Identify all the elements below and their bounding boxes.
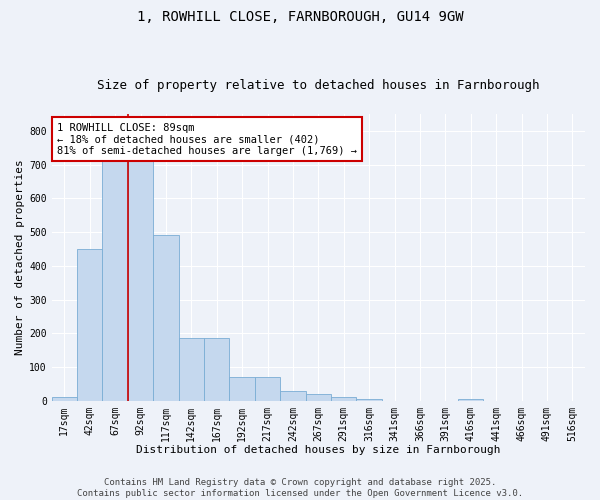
Bar: [153, 236, 179, 400]
Y-axis label: Number of detached properties: Number of detached properties: [15, 160, 25, 355]
Text: 1, ROWHILL CLOSE, FARNBOROUGH, GU14 9GW: 1, ROWHILL CLOSE, FARNBOROUGH, GU14 9GW: [137, 10, 463, 24]
Bar: [280, 390, 305, 400]
Bar: [128, 148, 153, 400]
Bar: [458, 399, 484, 400]
X-axis label: Distribution of detached houses by size in Farnborough: Distribution of detached houses by size …: [136, 445, 500, 455]
Bar: [255, 377, 280, 400]
Bar: [179, 338, 204, 400]
Bar: [204, 338, 229, 400]
Bar: [356, 399, 382, 400]
Bar: [305, 394, 331, 400]
Bar: [52, 398, 77, 400]
Bar: [229, 377, 255, 400]
Title: Size of property relative to detached houses in Farnborough: Size of property relative to detached ho…: [97, 79, 539, 92]
Text: 1 ROWHILL CLOSE: 89sqm
← 18% of detached houses are smaller (402)
81% of semi-de: 1 ROWHILL CLOSE: 89sqm ← 18% of detached…: [57, 122, 357, 156]
Bar: [77, 249, 103, 400]
Bar: [103, 148, 128, 400]
Bar: [331, 398, 356, 400]
Text: Contains HM Land Registry data © Crown copyright and database right 2025.
Contai: Contains HM Land Registry data © Crown c…: [77, 478, 523, 498]
